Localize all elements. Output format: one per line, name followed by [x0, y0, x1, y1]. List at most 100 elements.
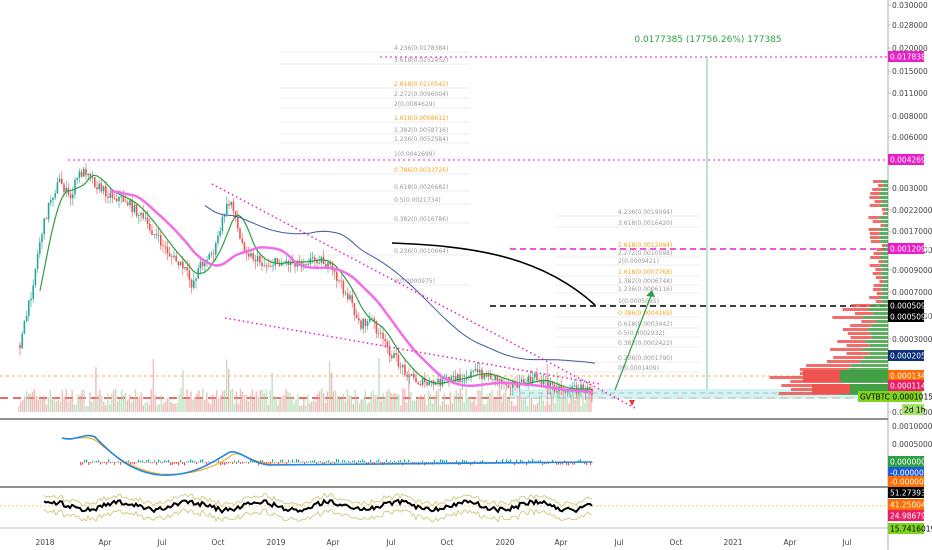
volume-profile-bar	[869, 236, 880, 239]
volume-profile-bar	[878, 184, 884, 187]
macd-hist	[376, 460, 378, 463]
price-tag	[888, 300, 924, 311]
macd-hist	[356, 462, 358, 464]
volume-bar	[31, 391, 34, 412]
candle-body	[87, 173, 89, 176]
candle-body	[360, 320, 362, 329]
price-tag-label: 0.0002053	[890, 352, 931, 361]
volume-bar	[107, 393, 109, 412]
candle-body	[344, 293, 347, 295]
candle-body	[52, 197, 54, 201]
candle-body	[250, 253, 252, 257]
volume-bar	[212, 394, 214, 412]
volume-bar	[118, 398, 121, 412]
macd-hist	[196, 462, 198, 465]
candle-body	[347, 293, 349, 300]
candle-body	[470, 371, 472, 379]
macd-hist	[358, 460, 360, 463]
volume-bar	[307, 394, 309, 412]
volume-profile-bar	[881, 220, 888, 223]
fib-b-label: 1.618(0.0007768)	[618, 269, 672, 276]
volume-bar	[253, 398, 256, 412]
volume-bar	[356, 399, 358, 412]
volume-profile-bar	[879, 264, 888, 267]
macd-hist	[198, 461, 200, 463]
volume-bar	[384, 396, 386, 412]
macd-hist	[592, 462, 594, 463]
candle-body	[272, 265, 274, 267]
macd-hist	[282, 459, 284, 463]
volume-bar	[174, 403, 176, 412]
candle-body	[457, 374, 459, 382]
volume-bar	[247, 401, 250, 412]
macd-hist	[452, 462, 454, 463]
volume-bar	[481, 367, 483, 412]
volume-profile-bar	[873, 312, 888, 315]
volume-bar	[382, 392, 384, 412]
macd-hist	[352, 460, 354, 463]
candle-body	[131, 200, 133, 213]
x-tick-label: Apr	[99, 538, 113, 547]
rsi-tag-label: 24.9867934	[890, 512, 932, 521]
volume-profile-bar	[847, 332, 870, 335]
candle-body	[160, 234, 162, 246]
macd-hist	[334, 462, 336, 464]
macd-hist	[126, 461, 128, 463]
macd-tag	[888, 467, 924, 478]
candle-body	[142, 212, 144, 219]
macd-hist	[260, 459, 262, 463]
volume-bar	[27, 393, 30, 412]
macd-hist	[146, 460, 148, 463]
volume-bar	[115, 388, 117, 412]
volume-bar	[25, 391, 28, 412]
macd-hist	[480, 461, 482, 463]
candle-body	[393, 353, 395, 358]
volume-bar	[305, 405, 307, 412]
macd-hist	[160, 461, 162, 463]
candle-body	[413, 373, 415, 378]
candle-body	[325, 264, 327, 269]
volume-bar	[71, 390, 73, 412]
candle-body	[437, 378, 439, 383]
candle-body	[74, 179, 76, 195]
candle-body	[153, 234, 155, 235]
volume-bar	[51, 399, 54, 412]
candle-body	[166, 246, 169, 254]
volume-bar	[245, 394, 248, 412]
macd-hist	[164, 459, 166, 463]
candle-body	[426, 382, 428, 386]
volume-bar	[263, 393, 265, 412]
volume-bar	[186, 389, 188, 412]
y-tick-label: 0.030000	[892, 1, 928, 10]
candle-body	[450, 377, 452, 381]
candle-body	[410, 373, 413, 376]
volume-bar	[93, 399, 95, 412]
macd-hist	[468, 462, 470, 463]
candle-body	[391, 355, 393, 358]
volume-bar	[336, 395, 339, 412]
volume-bar	[217, 398, 220, 412]
volume-bar	[552, 389, 554, 412]
volume-bar	[146, 401, 149, 412]
macd-hist	[338, 459, 340, 463]
volume-profile-bar	[870, 324, 888, 327]
x-tick-label: Jul	[841, 538, 851, 547]
macd-hist	[332, 461, 334, 463]
volume-bar	[267, 404, 269, 412]
macd-hist	[590, 462, 592, 465]
candle-body	[25, 316, 28, 322]
candle-body	[204, 263, 206, 267]
volume-bar	[202, 388, 204, 412]
candle-body	[80, 171, 83, 177]
volume-profile-bar	[880, 256, 888, 259]
volume-profile-bar	[875, 276, 883, 279]
volume-bar	[388, 388, 390, 412]
candle-body	[230, 201, 232, 206]
volume-profile-bar	[872, 220, 882, 223]
fib-b-label: 1.382(0.0006748)	[618, 278, 672, 285]
candle-body	[476, 368, 479, 373]
candle-body	[195, 278, 197, 281]
macd-hist	[440, 459, 442, 463]
